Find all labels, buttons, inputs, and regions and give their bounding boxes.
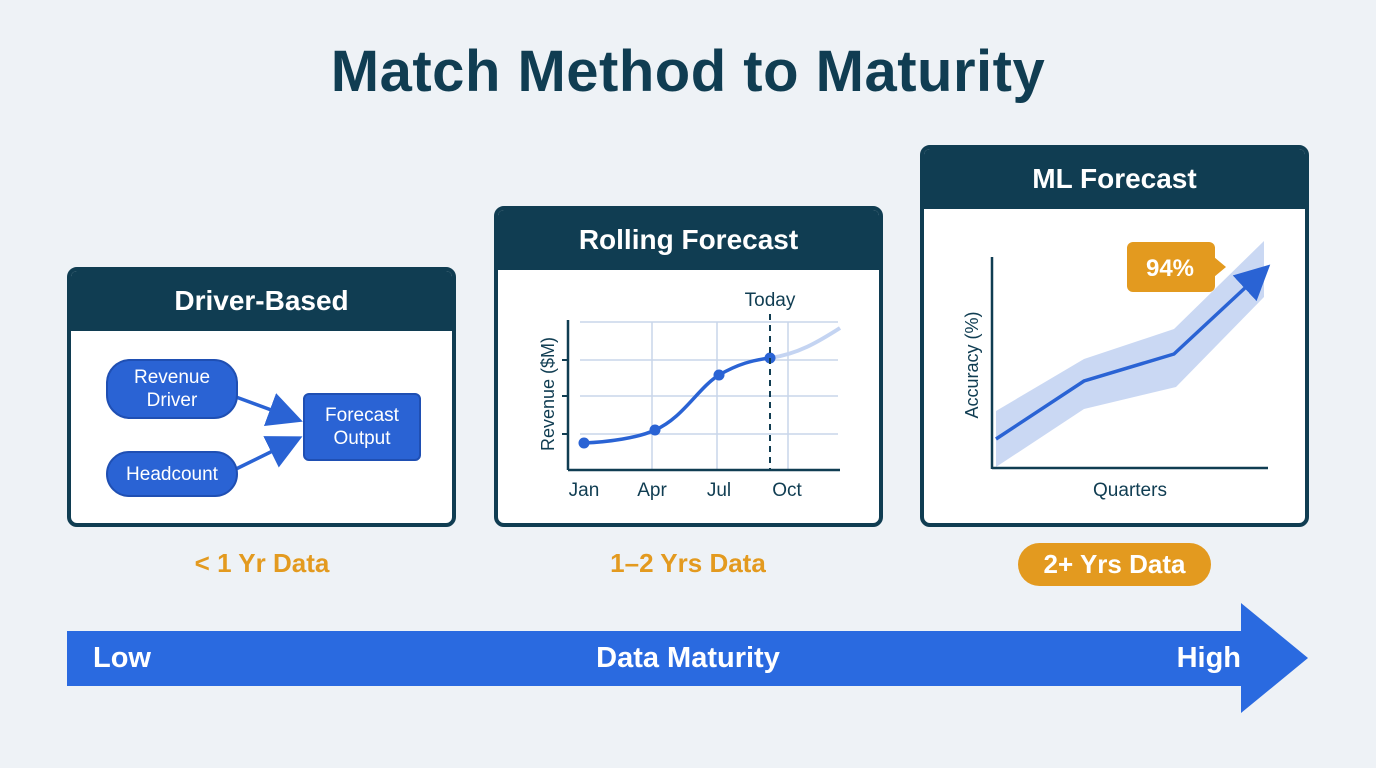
maturity-axis-label: Data Maturity [596, 642, 780, 674]
maturity-high-label: High [1176, 642, 1241, 674]
ml-trend-line [995, 264, 1271, 441]
driver-based-card-title: Driver-Based [71, 271, 452, 331]
rolling-y-axis-label: Revenue ($M) [538, 337, 558, 451]
rolling-forecast-chart: Today Revenue ($M) Jan Apr Jul Oct [538, 290, 842, 501]
today-label: Today [745, 290, 796, 311]
ml-forecast-chart: 94% Accuracy (%) Quarters [962, 241, 1271, 501]
headcount-node: Headcount [106, 451, 238, 497]
driver-based-card: Driver-Based Revenue Driver Headcount Fo… [67, 267, 456, 527]
rolling-forecast-projection [769, 326, 842, 360]
maturity-low-label: Low [93, 642, 151, 674]
page-title: Match Method to Maturity [330, 39, 1046, 104]
ml-forecast-card-title: ML Forecast [924, 149, 1305, 209]
ml-forecast-data-badge: 2+ Yrs Data [1018, 543, 1211, 586]
rolling-point [649, 424, 661, 436]
revenue-driver-node: Revenue Driver [106, 359, 238, 419]
rolling-point [578, 437, 590, 449]
headcount-to-forecast-arrow [235, 436, 303, 471]
ml-y-axis-label: Accuracy (%) [962, 311, 982, 418]
rolling-forecast-card: Rolling Forecast [494, 206, 883, 527]
rolling-point [713, 369, 725, 381]
x-tick-label: Apr [637, 480, 667, 501]
rolling-forecast-data-label: 1–2 Yrs Data [610, 548, 766, 578]
ml-confidence-band [996, 241, 1264, 467]
ml-x-axis-label: Quarters [1093, 480, 1167, 501]
forecast-output-node: Forecast Output [303, 393, 421, 461]
accuracy-callout: 94% [1127, 242, 1226, 292]
rolling-forecast-card-title: Rolling Forecast [498, 210, 879, 270]
x-tick-label: Oct [772, 480, 802, 501]
accuracy-callout-text: 94% [1146, 255, 1194, 282]
driver-arrows [235, 393, 303, 471]
ml-forecast-card: ML Forecast 94% Accuracy (%) Quarters [920, 145, 1309, 527]
x-tick-label: Jul [707, 480, 731, 501]
rolling-grid [580, 321, 838, 470]
x-tick-label: Jan [569, 480, 600, 501]
revenue-to-forecast-arrow [235, 393, 303, 426]
rolling-actual-line [583, 356, 771, 445]
driver-based-data-label: < 1 Yr Data [194, 548, 330, 578]
